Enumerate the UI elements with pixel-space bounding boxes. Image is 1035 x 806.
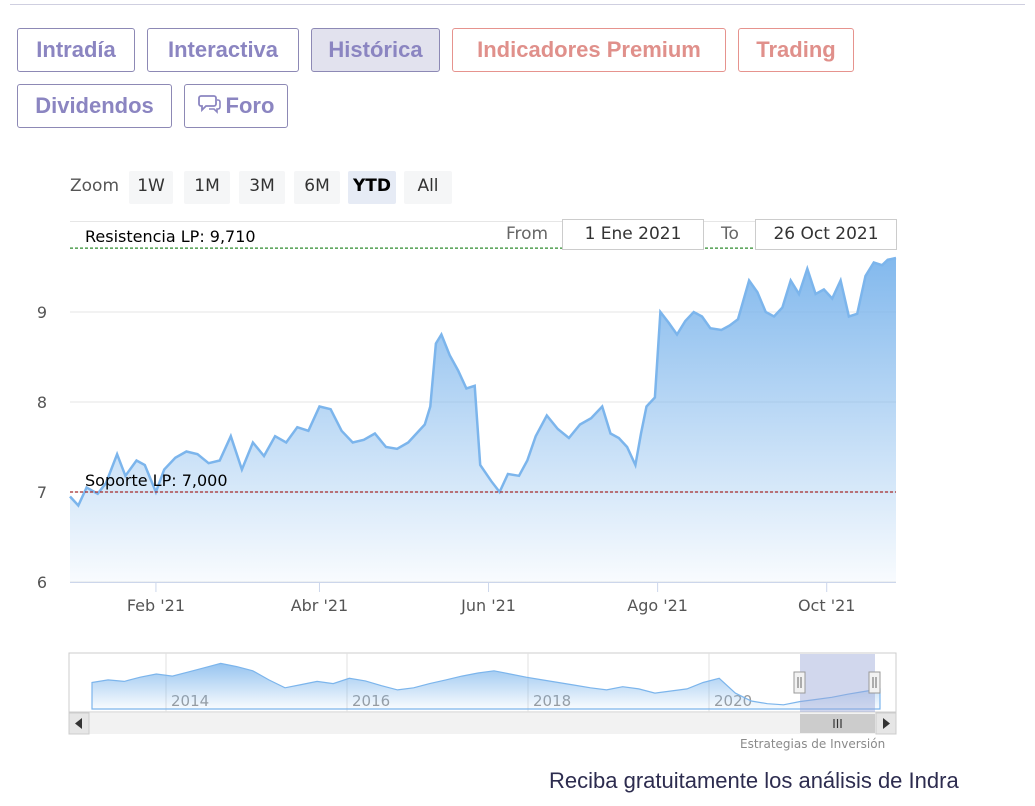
grip-handle-icon[interactable] [868,671,881,694]
x-tick-label: Feb '21 [127,596,185,615]
navigator-frame [68,652,897,713]
tab-foro[interactable]: Foro [184,84,288,128]
grip-lines-icon[interactable] [800,714,875,733]
range-to-label: To [721,224,739,244]
top-divider [10,4,1025,5]
y-tick-label: 7 [37,483,47,502]
tab-interactiva[interactable]: Interactiva [147,28,299,72]
resistance-label: Resistencia LP: 9,710 [85,227,256,246]
y-tick-label: 6 [37,573,47,592]
grip-handle-icon[interactable] [793,671,806,694]
support-label: Soporte LP: 7,000 [85,471,228,490]
analysis-cta-text[interactable]: Reciba gratuitamente los análisis de Ind… [549,768,959,793]
tab-trading[interactable]: Trading [738,28,854,72]
x-tick-label: Jun '21 [460,596,516,615]
range-from-input[interactable]: 1 Ene 2021 [562,219,704,250]
navigator-selection[interactable] [800,654,875,712]
tab-dividendos[interactable]: Dividendos [17,84,172,128]
zoom-1w-button[interactable]: 1W [129,171,173,204]
tab-intradia[interactable]: Intradía [17,28,135,72]
zoom-1m-button[interactable]: 1M [184,171,230,204]
navigator-scrollbar[interactable] [69,713,896,734]
price-chart[interactable]: Resistencia LP: 9,710 Soporte LP: 7,000 6… [0,0,1035,640]
chart-credits[interactable]: Estrategias de Inversión [740,737,886,751]
zoom-3m-button[interactable]: 3M [239,171,285,204]
navigator-year-label: 2018 [533,692,571,710]
zoom-all-button[interactable]: All [404,171,452,204]
tab-indicadores-premium[interactable]: Indicadores Premium [452,28,726,72]
x-tick-label: Ago '21 [627,596,688,615]
y-tick-label: 8 [37,393,47,412]
plot-top-border [70,221,896,222]
price-area [70,258,896,582]
price-line [69,256,897,508]
navigator-year-label: 2020 [714,692,752,710]
range-from-label: From [506,224,549,244]
tab-historica[interactable]: Histórica [311,28,440,72]
x-tick-label: Oct '21 [798,596,856,615]
navigator-year-label: 2016 [352,692,390,710]
y-tick-label: 9 [37,303,47,322]
arrow-right-icon[interactable] [875,712,897,735]
x-tick-label: Abr '21 [291,596,349,615]
range-to-input[interactable]: 26 Oct 2021 [755,219,897,250]
tab-foro-label: Foro [225,93,275,118]
navigator-year-label: 2014 [171,692,209,710]
navigator-area [91,662,881,710]
chat-bubbles-icon [197,86,222,128]
zoom-label: Zoom [70,176,120,196]
arrow-left-icon[interactable] [68,712,90,735]
zoom-6m-button[interactable]: 6M [294,171,340,204]
zoom-ytd-button[interactable]: YTD [348,171,396,204]
